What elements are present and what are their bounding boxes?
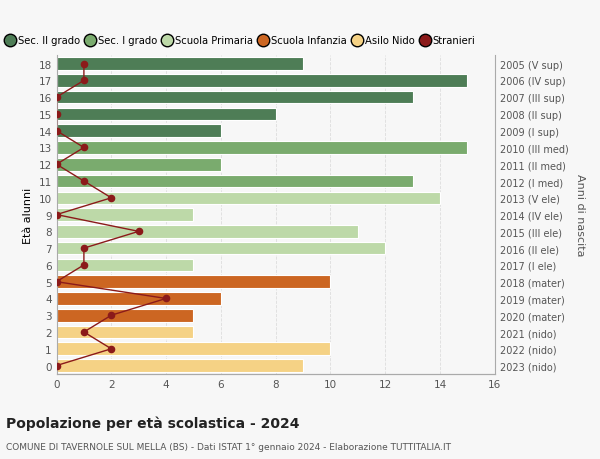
- Point: [106, 195, 116, 202]
- Y-axis label: Anni di nascita: Anni di nascita: [575, 174, 585, 256]
- Point: [161, 295, 171, 302]
- Point: [52, 128, 61, 135]
- Point: [79, 178, 89, 185]
- Point: [52, 279, 61, 286]
- Point: [79, 78, 89, 85]
- Point: [79, 329, 89, 336]
- Bar: [56, 242, 385, 255]
- Point: [106, 345, 116, 353]
- Bar: [56, 108, 275, 121]
- Bar: [56, 343, 331, 355]
- Bar: [56, 259, 193, 272]
- Bar: [56, 326, 193, 339]
- Bar: [56, 75, 467, 88]
- Point: [79, 262, 89, 269]
- Point: [79, 245, 89, 252]
- Bar: [56, 225, 358, 238]
- Bar: [56, 175, 413, 188]
- Bar: [56, 92, 413, 104]
- Point: [134, 228, 143, 235]
- Text: Popolazione per età scolastica - 2024: Popolazione per età scolastica - 2024: [6, 415, 299, 430]
- Bar: [56, 209, 193, 221]
- Point: [79, 145, 89, 152]
- Point: [52, 111, 61, 118]
- Text: COMUNE DI TAVERNOLE SUL MELLA (BS) - Dati ISTAT 1° gennaio 2024 - Elaborazione T: COMUNE DI TAVERNOLE SUL MELLA (BS) - Dat…: [6, 442, 451, 451]
- Bar: [56, 142, 467, 154]
- Bar: [56, 192, 440, 205]
- Bar: [56, 276, 331, 288]
- Point: [79, 61, 89, 68]
- Point: [52, 362, 61, 369]
- Y-axis label: Età alunni: Età alunni: [23, 187, 33, 243]
- Bar: [56, 359, 303, 372]
- Bar: [56, 58, 303, 71]
- Point: [106, 312, 116, 319]
- Point: [52, 94, 61, 101]
- Legend: Sec. II grado, Sec. I grado, Scuola Primaria, Scuola Infanzia, Asilo Nido, Stran: Sec. II grado, Sec. I grado, Scuola Prim…: [4, 34, 478, 48]
- Point: [52, 212, 61, 219]
- Bar: [56, 159, 221, 171]
- Bar: [56, 309, 193, 322]
- Bar: [56, 292, 221, 305]
- Bar: [56, 125, 221, 138]
- Point: [52, 161, 61, 168]
